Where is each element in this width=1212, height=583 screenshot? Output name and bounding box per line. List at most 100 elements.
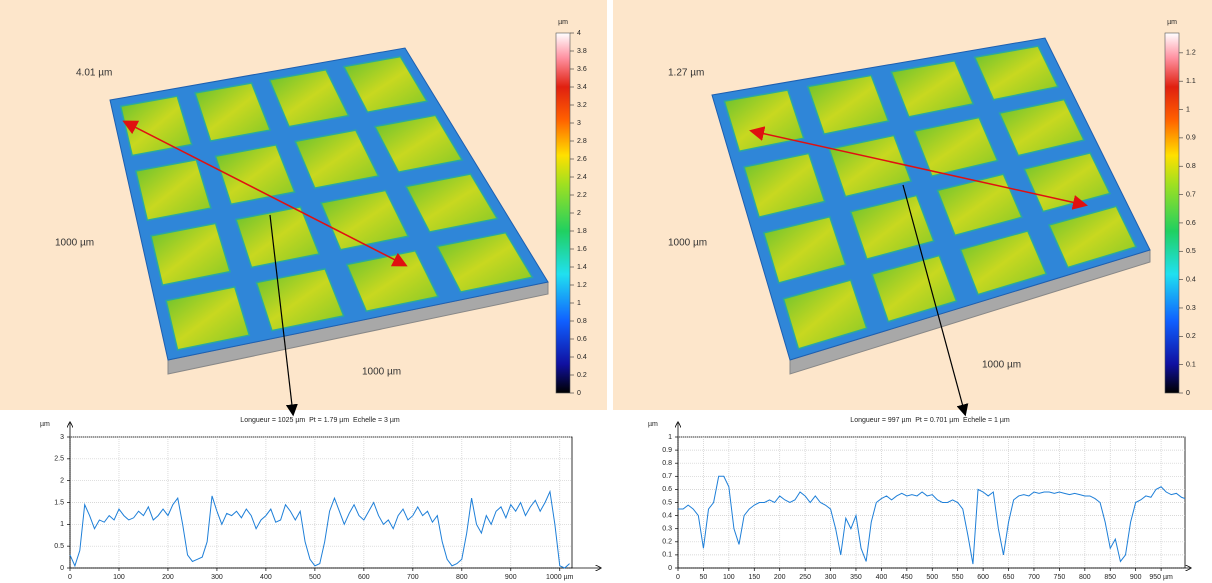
x-tick-label: 50	[700, 574, 708, 581]
x-tick-label: 750	[1054, 574, 1066, 581]
colorbar-tick-label: 0	[1186, 390, 1190, 397]
colorbar-tick-label: 0.5	[1186, 248, 1196, 255]
x-tick-label: 200	[774, 574, 786, 581]
x-tick-label: 600	[358, 574, 370, 581]
chart-title: Longueur = 997 µm Pt = 0.701 µm Echelle …	[850, 417, 1010, 424]
x-label: 1000 µm	[982, 360, 1021, 371]
colorbar-tick-label: 0.6	[577, 336, 587, 343]
colorbar-tick-label: 0.7	[1186, 191, 1196, 198]
colorbar-tick-label: 2	[577, 210, 581, 217]
colorbar-tick-label: 3.4	[577, 84, 587, 91]
x-tick-label: 650	[1003, 574, 1015, 581]
surface-plateau	[762, 215, 847, 284]
colorbar-tick-label: 0.2	[1186, 333, 1196, 340]
y-tick-label: 0.8	[662, 460, 672, 467]
colorbar-tick-label: 3	[577, 120, 581, 127]
colorbar-tick-label: 1.8	[577, 228, 587, 235]
x-tick-label: 0	[676, 574, 680, 581]
y-tick-label: 2	[60, 478, 64, 485]
colorbar-tick-label: 3.8	[577, 48, 587, 55]
x-tick-label: 800	[1079, 574, 1091, 581]
y-tick-label: 2.5	[54, 456, 64, 463]
x-tick-label: 300	[211, 574, 223, 581]
surface-plateau	[782, 279, 868, 350]
x-tick-label: 850	[1104, 574, 1116, 581]
z-label: 4.01 µm	[76, 68, 112, 79]
x-tick-label: 700	[1028, 574, 1040, 581]
x-tick-label: 900	[1130, 574, 1142, 581]
surface-plateau	[973, 45, 1060, 101]
colorbar-tick-label: 0.4	[1186, 276, 1196, 283]
colorbar-tick-label: 0.9	[1186, 135, 1196, 142]
colorbar-tick-label: 0.4	[577, 354, 587, 361]
colorbar	[1164, 32, 1180, 394]
colorbar-tick-label: 4	[577, 30, 581, 37]
x-tick-label: 150	[748, 574, 760, 581]
colorbar-tick-label: 2.8	[577, 138, 587, 145]
y-tick-label: 0.5	[662, 499, 672, 506]
colorbar-tick-label: 0.8	[577, 318, 587, 325]
y-tick-label: 1	[60, 521, 64, 528]
surface-plateau	[959, 229, 1048, 296]
y-axis-label: µm	[648, 421, 658, 428]
y-tick-label: 0	[60, 565, 64, 572]
y-tick-label: 0.9	[662, 447, 672, 454]
y-tick-label: 0.3	[662, 526, 672, 533]
surface-plateau	[806, 74, 890, 135]
colorbar-tick-label: 1.4	[577, 264, 587, 271]
x-tick-label: 550	[952, 574, 964, 581]
x-tick-label: 1000 µm	[546, 574, 574, 581]
surface-plateau	[890, 59, 975, 118]
pointer-arrow	[269, 214, 298, 417]
x-tick-label: 500	[926, 574, 938, 581]
colorbar-tick-label: 2.6	[577, 156, 587, 163]
y-tick-label: 0.1	[662, 552, 672, 559]
surface-plateau	[268, 68, 350, 128]
pointer-arrow	[902, 184, 969, 417]
x-label: 1000 µm	[362, 367, 401, 378]
x-tick-label: 900	[505, 574, 517, 581]
profile-line	[122, 120, 408, 267]
x-tick-label: 600	[977, 574, 989, 581]
x-tick-label: 700	[407, 574, 419, 581]
colorbar-tick-label: 2.4	[577, 174, 587, 181]
y-tick-label: 0.6	[662, 486, 672, 493]
y-tick-label: 3	[60, 434, 64, 441]
colorbar-tick-label: 1	[1186, 106, 1190, 113]
colorbar-tick-label: 1	[577, 300, 581, 307]
y-axis-label: µm	[40, 421, 50, 428]
x-tick-label: 250	[799, 574, 811, 581]
y-tick-label: 0.4	[662, 512, 672, 519]
x-tick-label: 350	[850, 574, 862, 581]
colorbar-tick-label: 1.6	[577, 246, 587, 253]
profile-line	[749, 126, 1088, 210]
x-tick-label: 400	[876, 574, 888, 581]
x-tick-label: 500	[309, 574, 321, 581]
colorbar-tick-label: 3.6	[577, 66, 587, 73]
colorbar-tick-label: 2.2	[577, 192, 587, 199]
surface-plateau	[404, 173, 499, 233]
profile-curve	[69, 489, 570, 569]
x-tick-label: 400	[260, 574, 272, 581]
surface-plateau	[342, 55, 429, 114]
surface-plateau	[1047, 205, 1138, 269]
x-tick-label: 950 µm	[1149, 574, 1173, 581]
colorbar	[555, 32, 571, 394]
chart-title: Longueur = 1025 µm Pt = 1.79 µm Echelle …	[240, 417, 400, 424]
y-label: 1000 µm	[668, 238, 707, 249]
z-label: 1.27 µm	[668, 68, 704, 79]
colorbar-tick-label: 0.3	[1186, 305, 1196, 312]
colorbar-tick-label: 3.2	[577, 102, 587, 109]
colorbar-tick-label: 0.6	[1186, 220, 1196, 227]
x-tick-label: 300	[825, 574, 837, 581]
colorbar-unit: µm	[1167, 19, 1177, 26]
x-tick-label: 0	[68, 574, 72, 581]
profile-curve	[678, 475, 1186, 565]
colorbar-tick-label: 0.1	[1186, 361, 1196, 368]
colorbar-unit: µm	[558, 19, 568, 26]
y-tick-label: 0.2	[662, 539, 672, 546]
y-tick-label: 0.5	[54, 543, 64, 550]
x-tick-label: 100	[723, 574, 735, 581]
